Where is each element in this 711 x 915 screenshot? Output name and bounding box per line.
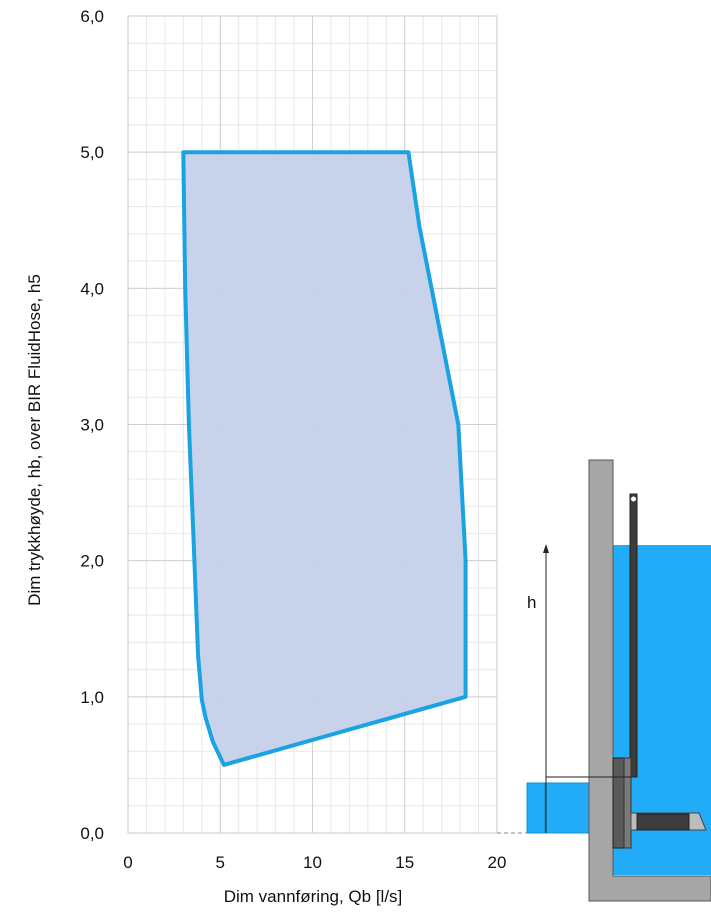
y-tick-label: 0,0 <box>80 824 104 843</box>
envelope-area <box>181 150 468 767</box>
valve-sleeve <box>636 813 690 831</box>
operating-envelope <box>181 150 468 767</box>
y-tick-label: 6,0 <box>80 7 104 26</box>
x-tick-labels: 0 5 10 15 20 <box>123 853 506 872</box>
x-axis-title: Dim vannføring, Qb [l/s] <box>224 887 403 906</box>
y-tick-labels: 0,0 1,0 2,0 3,0 4,0 5,0 6,0 <box>80 7 104 843</box>
y-tick-label: 4,0 <box>80 279 104 298</box>
installation-diagram: h <box>497 459 711 902</box>
riser-tube <box>629 493 638 778</box>
plot-frame <box>127 15 498 834</box>
y-tick-label: 5,0 <box>80 143 104 162</box>
plot-border <box>127 15 498 834</box>
flange-ring <box>623 757 632 849</box>
height-arrowhead <box>543 544 549 553</box>
y-tick-label: 3,0 <box>80 416 104 435</box>
y-tick-label: 2,0 <box>80 552 104 571</box>
x-tick-label: 20 <box>488 853 507 872</box>
riser-tube-cap <box>630 495 637 503</box>
x-tick-label: 15 <box>395 853 414 872</box>
y-axis-title: Dim trykkhøyde, hb, over BIR FluidHose, … <box>25 274 44 606</box>
x-tick-label: 10 <box>303 853 322 872</box>
x-tick-label: 0 <box>123 853 132 872</box>
height-label: h <box>527 593 536 612</box>
y-tick-label: 1,0 <box>80 688 104 707</box>
tank-wall <box>588 459 711 902</box>
x-tick-label: 5 <box>216 853 225 872</box>
